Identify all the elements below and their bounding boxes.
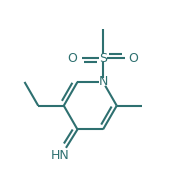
Text: O: O — [128, 52, 138, 65]
Text: S: S — [99, 52, 107, 65]
Text: N: N — [98, 75, 108, 89]
Text: HN: HN — [50, 148, 69, 162]
Text: O: O — [67, 52, 77, 65]
